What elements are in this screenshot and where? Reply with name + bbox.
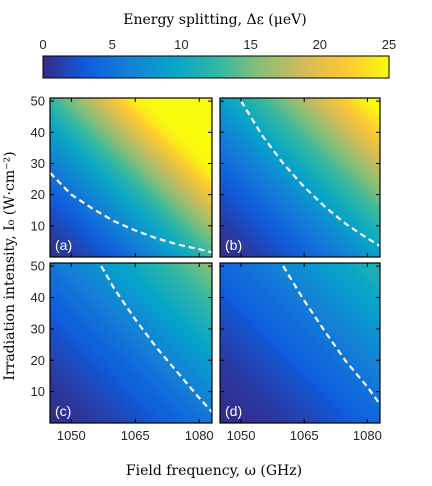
x-tick-label: 1065 xyxy=(121,428,150,443)
y-tick-label: 50 xyxy=(31,259,45,274)
contour-line xyxy=(50,172,212,254)
x-tick-label: 1080 xyxy=(185,428,214,443)
y-tick-label: 30 xyxy=(31,156,45,171)
heatmap-panels: (a) 10 20 30 40 50 (b) (c) 10 20 30 40 50 1050 1065 108… xyxy=(31,94,382,443)
contour-line xyxy=(100,265,212,413)
panel-frame xyxy=(49,97,213,258)
panel-c: (c) 10 20 30 40 50 1050 1065 1080 xyxy=(31,259,214,443)
y-tick-label: 40 xyxy=(31,290,45,305)
y-axis-label: Irradiation intensity, I₀ (W·cm⁻²) xyxy=(2,151,18,380)
y-tick-label: 20 xyxy=(31,353,45,368)
panel-label: (c) xyxy=(55,403,71,419)
panel-label: (d) xyxy=(225,403,242,419)
panel-b: (b) xyxy=(219,97,381,258)
y-tick-label: 30 xyxy=(31,321,45,336)
panel-label: (b) xyxy=(225,237,242,253)
panel-d: (d) 1050 1065 1080 xyxy=(219,262,382,443)
panel-frame xyxy=(219,262,381,424)
colorbar-tick-label: 25 xyxy=(382,37,396,52)
contour-line xyxy=(240,100,380,248)
panel-frame xyxy=(49,262,213,424)
colorbar-tick-label: 20 xyxy=(313,37,327,52)
colorbar-tick-label: 5 xyxy=(109,37,116,52)
heatmap-surface xyxy=(220,98,380,257)
colorbar-tick-labels: 0 5 10 15 20 25 xyxy=(39,37,396,52)
y-tick-label: 10 xyxy=(31,384,45,399)
heatmap-surface xyxy=(220,263,380,423)
contour-line xyxy=(282,265,380,405)
colorbar-tick-label: 10 xyxy=(174,37,188,52)
x-tick-label: 1065 xyxy=(290,428,319,443)
panel-a: (a) 10 20 30 40 50 xyxy=(31,94,213,258)
x-tick-label: 1050 xyxy=(227,428,256,443)
x-tick-label: 1050 xyxy=(57,428,86,443)
colorbar xyxy=(42,55,390,79)
y-tick-label: 20 xyxy=(31,187,45,202)
x-axis-label: Field frequency, ω (GHz) xyxy=(126,463,302,479)
colorbar-title: Energy splitting, Δε (μeV) xyxy=(123,12,306,28)
panel-label: (a) xyxy=(55,237,72,253)
y-tick-label: 10 xyxy=(31,218,45,233)
heatmap-surface xyxy=(50,263,212,423)
panel-frame xyxy=(219,97,381,258)
colorbar-tick-label: 15 xyxy=(243,37,257,52)
x-tick-label: 1080 xyxy=(353,428,382,443)
y-tick-label: 40 xyxy=(31,125,45,140)
colorbar-tick-label: 0 xyxy=(39,37,46,52)
heatmap-surface xyxy=(50,98,212,257)
y-tick-label: 50 xyxy=(31,94,45,109)
